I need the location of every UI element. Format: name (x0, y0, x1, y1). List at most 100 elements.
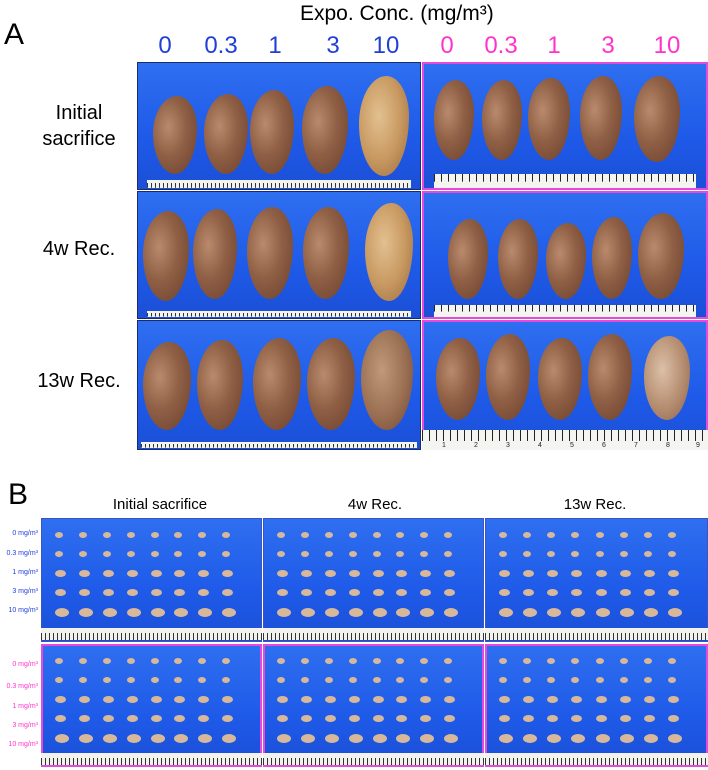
tissue-specimen (150, 696, 162, 703)
photo-b-blue-13w (485, 518, 708, 642)
tissue-specimen (420, 589, 432, 596)
organ-photo (580, 76, 622, 160)
tissue-specimen (348, 570, 360, 577)
tissue-specimen (78, 677, 87, 683)
tissue-specimen (499, 715, 510, 722)
tissue-specimen (499, 658, 507, 664)
ruler (485, 753, 708, 765)
organ-photo (638, 213, 684, 299)
tissue-specimen (277, 570, 288, 577)
tissue-specimen (55, 532, 63, 538)
ruler-number: 3 (506, 442, 510, 449)
tissue-specimen (126, 570, 138, 577)
tissue-specimen (150, 589, 162, 596)
tissue-specimen (396, 589, 408, 596)
tissue-specimen (277, 658, 285, 664)
tissue-specimen (324, 551, 333, 557)
tissue-specimen (372, 715, 384, 722)
ruler: 1 2 3 4 5 6 7 8 9 (422, 430, 708, 450)
tissue-specimen (619, 532, 628, 538)
tissue-specimen (619, 696, 631, 703)
tissue-specimen (324, 677, 333, 683)
ruler (485, 628, 708, 640)
tissue-specimen (324, 532, 333, 538)
conc-side-label: 0.3 mg/m³ (6, 683, 38, 690)
photo-a-blue-13w (137, 320, 421, 450)
tissue-specimen (222, 677, 231, 683)
tissue-specimen (277, 589, 288, 596)
tissue-specimen (499, 551, 507, 557)
tissue-specimen (667, 570, 679, 577)
tissue-specimen (396, 551, 405, 557)
tissue-specimen (222, 715, 234, 722)
tissue-specimen (667, 608, 682, 617)
tissue-specimen (643, 696, 655, 703)
ruler (141, 442, 417, 448)
organ-photo (436, 338, 480, 420)
tissue-specimen (595, 551, 604, 557)
tissue-specimen (150, 734, 165, 743)
tissue-specimen (667, 532, 676, 538)
tissue-specimen (619, 658, 628, 664)
tissue-specimen (643, 532, 652, 538)
ruler-number: 1 (442, 442, 446, 449)
organ-photo (197, 340, 243, 430)
tissue-specimen (499, 589, 510, 596)
tissue-specimen (150, 677, 159, 683)
tissue-specimen (348, 589, 360, 596)
tissue-specimen (198, 608, 213, 617)
tissue-specimen (595, 696, 607, 703)
tissue-specimen (102, 608, 117, 617)
tissue-specimen (198, 551, 207, 557)
conc-side-label: 1 mg/m³ (12, 703, 38, 710)
tissue-specimen (324, 570, 336, 577)
tissue-specimen (420, 734, 435, 743)
organ-photo (592, 217, 632, 299)
tissue-specimen (277, 696, 288, 703)
tissue-specimen (174, 715, 186, 722)
tissue-specimen (198, 734, 213, 743)
tissue-specimen (174, 608, 189, 617)
tissue-specimen (55, 658, 63, 664)
tissue-specimen (523, 532, 532, 538)
tissue-specimen (78, 658, 87, 664)
tissue-specimen (348, 532, 357, 538)
ruler (263, 753, 484, 765)
conc-label: 0 (440, 32, 454, 59)
conc-side-label: 0.3 mg/m³ (6, 550, 38, 557)
tissue-specimen (277, 715, 288, 722)
tissue-specimen (643, 677, 652, 683)
tissue-specimen (55, 589, 66, 596)
organ-photo (365, 203, 413, 301)
tissue-specimen (277, 734, 291, 743)
conc-side-label: 0 mg/m³ (12, 530, 38, 537)
conc-label: 3 (326, 32, 340, 59)
ruler (147, 311, 411, 317)
photo-a-blue-4w (137, 191, 421, 319)
tissue-specimen (547, 608, 562, 617)
photo-a-magenta-4w (422, 191, 708, 319)
tissue-specimen (396, 715, 408, 722)
tissue-specimen (595, 570, 607, 577)
tissue-specimen (126, 589, 138, 596)
tissue-specimen (174, 734, 189, 743)
ruler (147, 180, 411, 188)
organ-photo (434, 80, 474, 160)
ruler (263, 628, 484, 640)
tissue-specimen (174, 570, 186, 577)
tissue-specimen (571, 608, 586, 617)
tissue-specimen (102, 551, 111, 557)
tissue-specimen (78, 715, 90, 722)
tissue-specimen (324, 696, 336, 703)
ruler-number: 7 (634, 442, 638, 449)
tissue-specimen (523, 608, 538, 617)
tissue-specimen (324, 589, 336, 596)
tissue-specimen (643, 570, 655, 577)
photo-b-blue-initial (41, 518, 262, 642)
tissue-specimen (300, 532, 309, 538)
tissue-specimen (372, 608, 387, 617)
tissue-specimen (198, 677, 207, 683)
conc-side-label: 3 mg/m³ (12, 588, 38, 595)
tissue-specimen (126, 608, 141, 617)
ruler-number: 9 (696, 442, 700, 449)
